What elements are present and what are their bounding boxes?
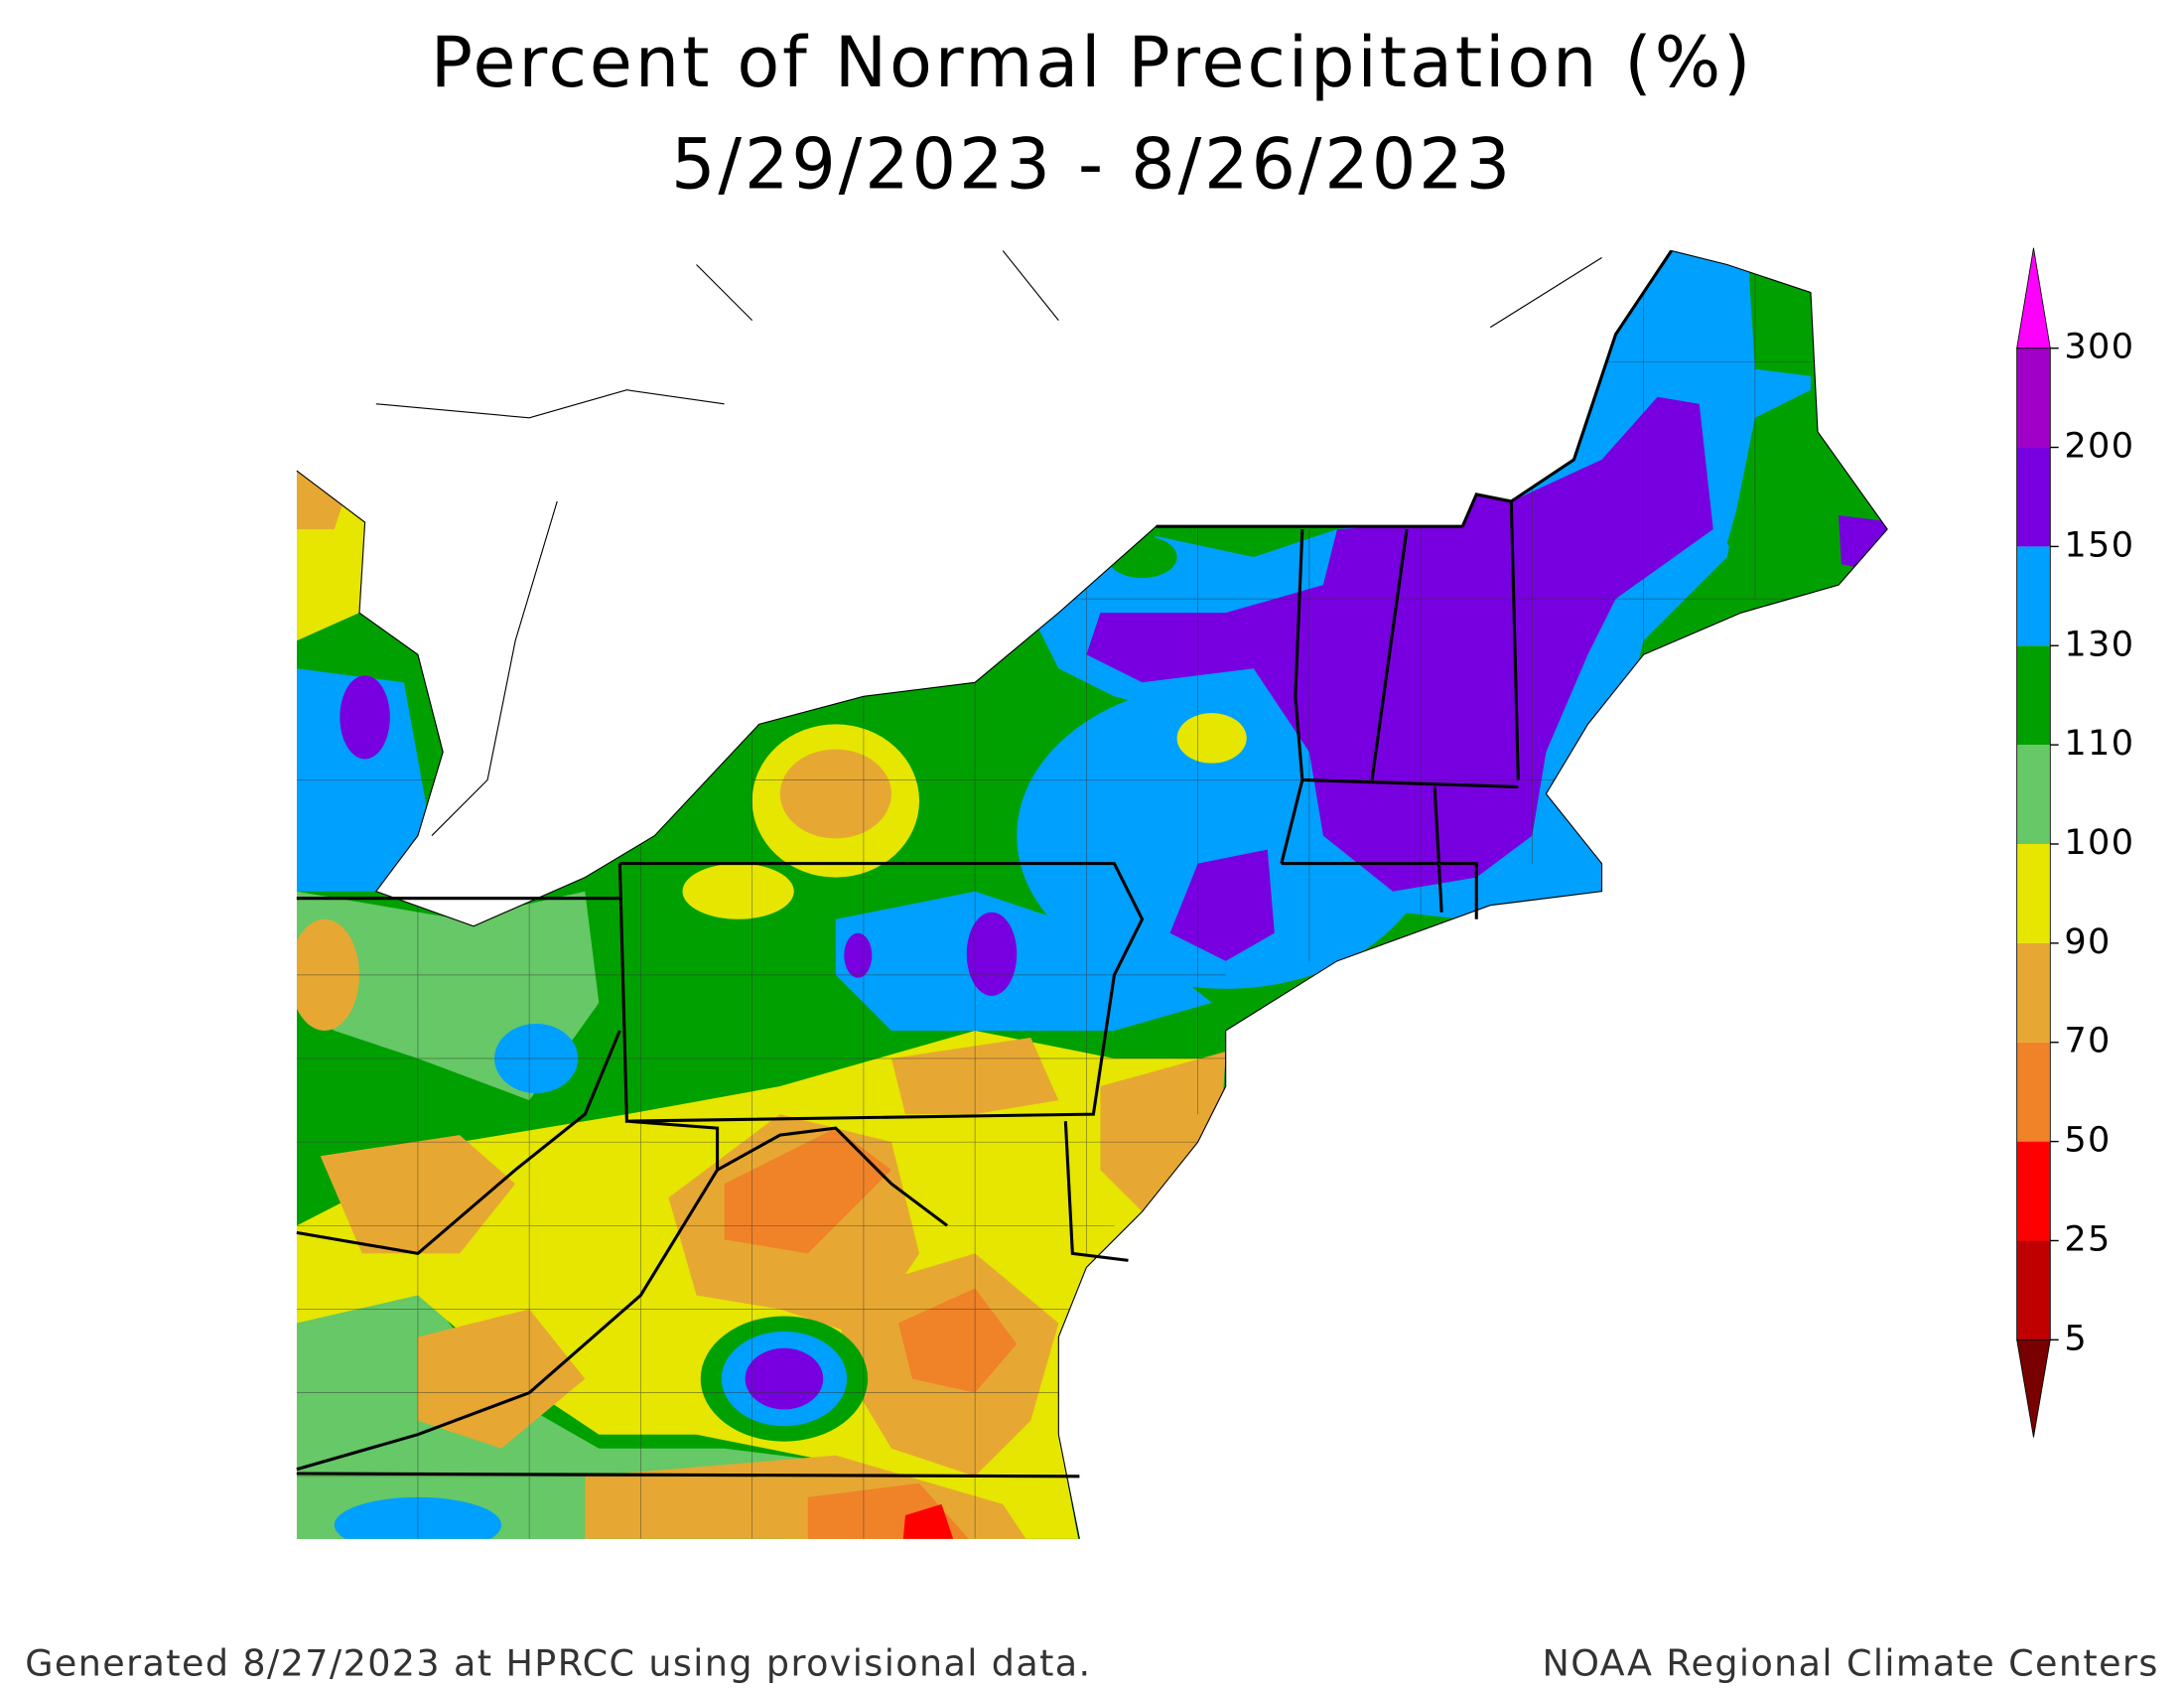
precip-fields	[296, 250, 1888, 1539]
colorbar-under	[2016, 1338, 2051, 1438]
colorbar-label: 150	[2064, 524, 2134, 565]
subtitle: 5/29/2023 - 8/26/2023	[671, 123, 1513, 205]
colorbar-label: 130	[2064, 624, 2134, 664]
colorbar-segment	[2016, 844, 2051, 943]
colorbar: 5 25 50 70 90 100 110 130 150 200 300	[2016, 247, 2134, 1438]
colorbar-segment	[2016, 645, 2051, 746]
colorbar-segment	[2016, 1042, 2051, 1142]
colorbar-label: 100	[2064, 822, 2134, 863]
footer-right: NOAA Regional Climate Centers	[1543, 1641, 2159, 1684]
colorbar-label: 70	[2064, 1021, 2111, 1061]
colorbar-segment	[2016, 1240, 2051, 1340]
colorbar-label: 25	[2064, 1218, 2111, 1259]
colorbar-label: 5	[2064, 1318, 2088, 1358]
colorbar-segment	[2016, 1141, 2051, 1241]
colorbar-segment	[2016, 942, 2051, 1043]
colorbar-segment	[2016, 546, 2051, 646]
title: Percent of Normal Precipitation (%)	[431, 22, 1753, 103]
colorbar-segment	[2016, 745, 2051, 844]
footer-left: Generated 8/27/2023 at HPRCC using provi…	[25, 1641, 1091, 1684]
colorbar-label: 50	[2064, 1120, 2111, 1161]
colorbar-label: 300	[2064, 327, 2134, 367]
colorbar-label: 110	[2064, 723, 2134, 764]
colorbar-segment	[2016, 447, 2051, 547]
colorbar-over	[2016, 247, 2051, 350]
colorbar-label: 90	[2064, 921, 2111, 962]
colorbar-label: 200	[2064, 426, 2134, 467]
colorbar-segment	[2016, 348, 2051, 448]
precip-map	[296, 249, 1888, 1540]
